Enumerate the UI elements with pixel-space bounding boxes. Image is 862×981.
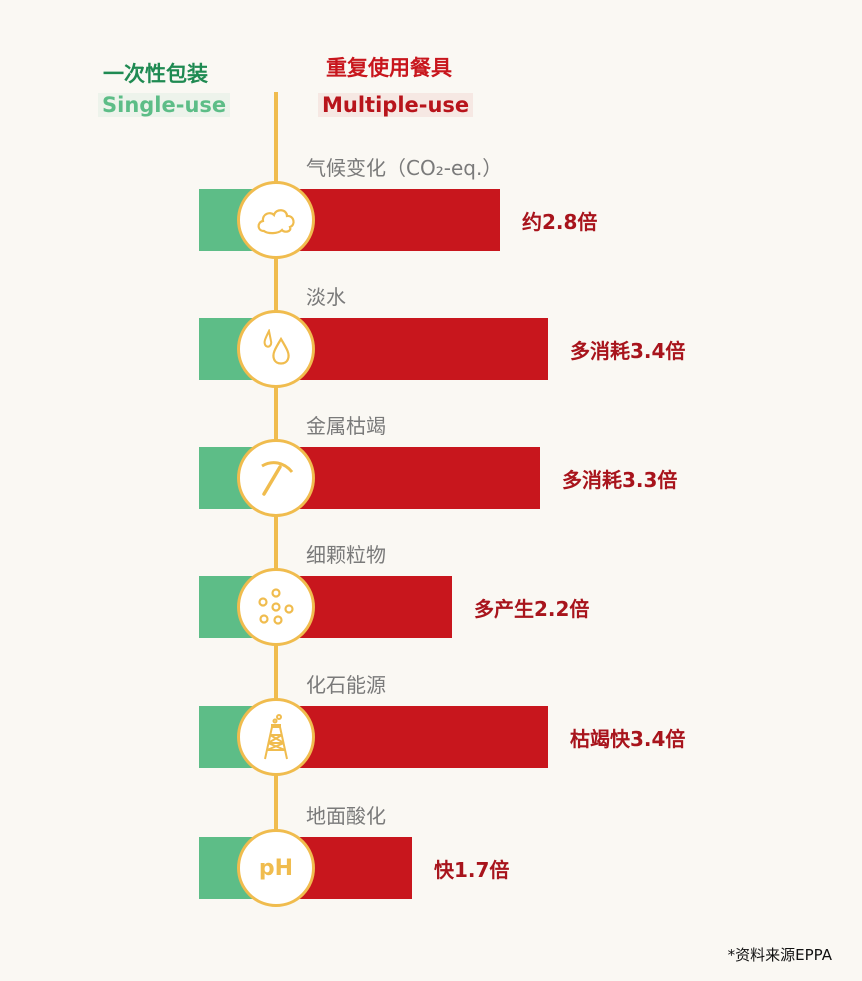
chart-row: 地面酸化 pH 快1.7倍 [0,800,862,930]
pickaxe-icon [237,439,315,517]
chart-row: 气候变化（CO₂-eq.） 约2.8倍 [0,152,862,282]
category-label: 细颗粒物 [306,543,386,567]
data-label: 多消耗3.4倍 [570,339,686,363]
single-use-title-en: Single-use [98,93,231,117]
single-use-title-cn: 一次性包装 [103,62,208,86]
multiple-use-title-en: Multiple-use [318,93,474,117]
particles-icon [237,568,315,646]
data-label: 枯竭快3.4倍 [570,727,686,751]
source-note: *资料来源EPPA [727,946,832,964]
data-label: 快1.7倍 [434,858,510,882]
chart-row: 化石能源枯竭快3.4倍 [0,669,862,799]
category-label: 金属枯竭 [306,414,386,438]
chart-row: 淡水多消耗3.4倍 [0,281,862,411]
multiple-use-bar [276,706,548,768]
category-label: 淡水 [306,285,346,309]
category-label: 气候变化（CO₂-eq.） [306,156,503,180]
category-label: 化石能源 [306,673,386,697]
chart-row: 细颗粒物多产生2.2倍 [0,539,862,669]
multiple-use-title-cn: 重复使用餐具 [326,56,452,80]
data-label: 多产生2.2倍 [474,597,590,621]
category-label: 地面酸化 [306,804,386,828]
water-drop-icon [237,310,315,388]
ph-icon: pH [237,829,315,907]
oil-rig-icon [237,698,315,776]
data-label: 多消耗3.3倍 [562,468,678,492]
cloud-icon [237,181,315,259]
multiple-use-bar [276,447,540,509]
ph-text: pH [258,855,294,881]
chart-row: 金属枯竭多消耗3.3倍 [0,410,862,540]
data-label: 约2.8倍 [522,210,598,234]
multiple-use-bar [276,318,548,380]
